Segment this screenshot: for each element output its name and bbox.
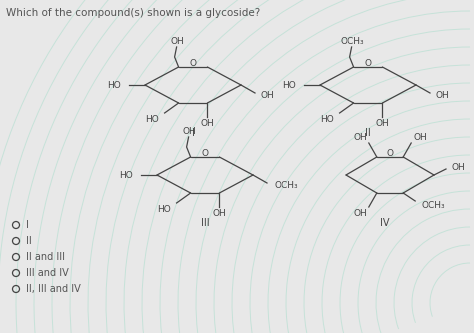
Text: III: III xyxy=(201,218,210,228)
Text: OH: OH xyxy=(212,208,226,217)
Text: OH: OH xyxy=(375,119,389,128)
Text: II, III and IV: II, III and IV xyxy=(26,284,81,294)
Text: HO: HO xyxy=(282,81,296,90)
Text: OH: OH xyxy=(201,119,214,128)
Text: OCH₃: OCH₃ xyxy=(275,180,299,189)
Text: OH: OH xyxy=(182,127,197,136)
Text: O: O xyxy=(190,60,197,69)
Text: OH: OH xyxy=(452,163,466,171)
Text: OH: OH xyxy=(436,91,450,100)
Text: OH: OH xyxy=(261,91,275,100)
Text: OH: OH xyxy=(171,37,184,46)
Text: OH: OH xyxy=(353,133,367,142)
Text: II: II xyxy=(26,236,32,246)
Text: HO: HO xyxy=(119,170,133,179)
Text: OH: OH xyxy=(353,208,367,217)
Text: HO: HO xyxy=(320,115,334,124)
Text: OCH₃: OCH₃ xyxy=(421,200,445,209)
Text: I: I xyxy=(26,220,29,230)
Text: HO: HO xyxy=(157,204,171,213)
Text: II and III: II and III xyxy=(26,252,65,262)
Text: I: I xyxy=(191,128,194,138)
Text: IV: IV xyxy=(380,218,390,228)
Text: HO: HO xyxy=(145,115,159,124)
Text: II: II xyxy=(365,128,371,138)
Text: OH: OH xyxy=(413,133,427,142)
Text: III and IV: III and IV xyxy=(26,268,69,278)
Text: HO: HO xyxy=(107,81,121,90)
Text: O: O xyxy=(386,150,393,159)
Text: OCH₃: OCH₃ xyxy=(341,37,365,46)
Text: O: O xyxy=(365,60,372,69)
Text: O: O xyxy=(201,150,209,159)
Text: Which of the compound(s) shown is a glycoside?: Which of the compound(s) shown is a glyc… xyxy=(6,8,260,18)
